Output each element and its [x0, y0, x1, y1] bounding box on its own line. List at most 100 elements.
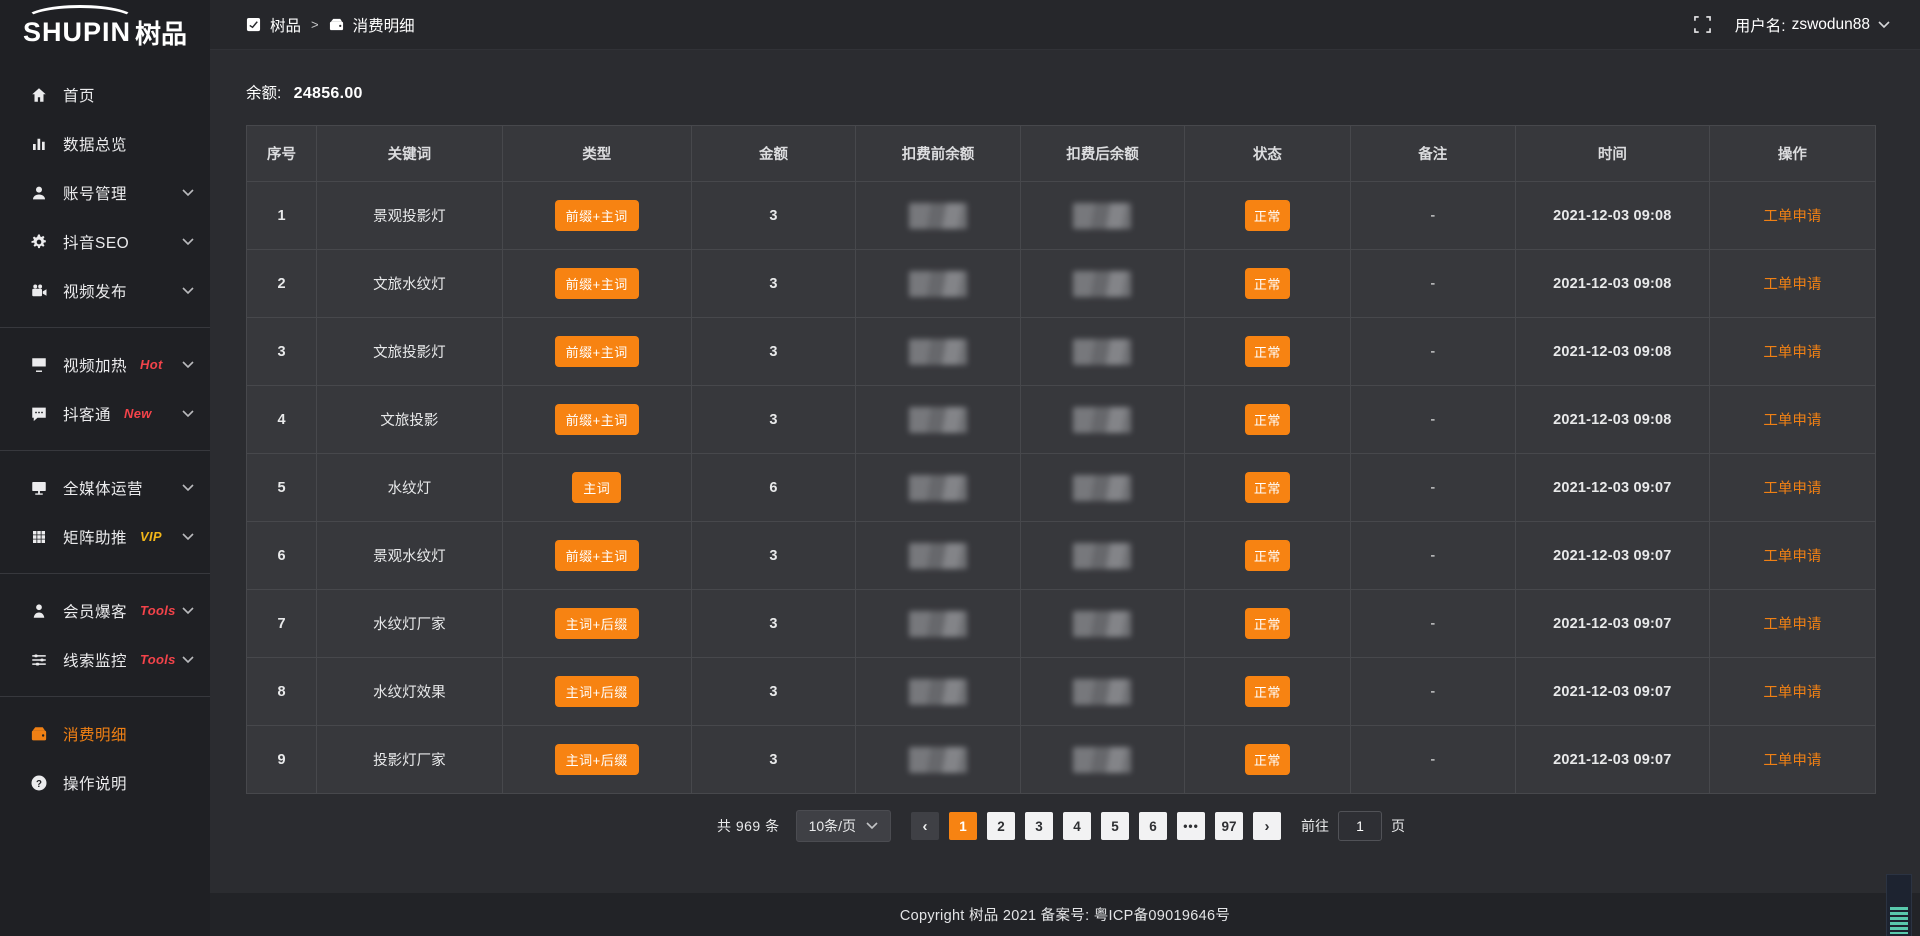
column-header: 时间 — [1514, 125, 1710, 182]
cell-index: 8 — [245, 657, 318, 726]
cell-type: 主词+后缀 — [501, 725, 692, 794]
sidebar-item-label: 视频发布 — [63, 283, 128, 301]
work-order-link[interactable]: 工单申请 — [1763, 549, 1822, 565]
breadcrumb-separator: > — [311, 17, 319, 32]
chat-bubble-icon — [29, 404, 48, 423]
cell-type: 前缀+主词 — [501, 385, 692, 454]
prev-page-button[interactable]: ‹ — [911, 812, 940, 840]
column-header: 备注 — [1349, 125, 1516, 182]
page-button-1[interactable]: 1 — [949, 812, 978, 840]
cell-balance-after — [1019, 589, 1186, 658]
sidebar-item-12[interactable]: ? 操作说明 — [0, 758, 210, 807]
redacted-balance-block — [1073, 270, 1132, 297]
cell-keyword: 水纹灯效果 — [316, 657, 503, 726]
work-order-link[interactable]: 工单申请 — [1763, 413, 1822, 429]
redacted-balance-block — [908, 678, 967, 705]
cell-keyword: 文旅投影灯 — [316, 317, 503, 386]
cell-index: 5 — [245, 453, 318, 522]
cell-remark: - — [1349, 385, 1516, 454]
table-row: 1 景观投影灯 前缀+主词 3 正常 -2021-12-03 09:08 工单申请 — [245, 181, 1877, 250]
status-badge: 正常 — [1244, 608, 1290, 639]
breadcrumb-item-current[interactable]: 消费明细 — [329, 14, 415, 36]
chevron-down-icon — [1878, 20, 1890, 29]
sidebar-item-7[interactable]: 全媒体运营 — [0, 463, 210, 512]
redacted-balance-block — [1073, 202, 1132, 229]
sidebar-item-10[interactable]: 线索监控 Tools — [0, 635, 210, 684]
page-button-3[interactable]: 3 — [1025, 812, 1054, 840]
table-row: 8 水纹灯效果 主词+后缀 3 正常 -2021-12-03 09:07 工单申请 — [245, 657, 1877, 726]
status-badge: 正常 — [1244, 676, 1290, 707]
cell-balance-after — [1019, 249, 1186, 318]
work-order-link[interactable]: 工单申请 — [1763, 277, 1822, 293]
type-badge: 主词 — [572, 472, 622, 503]
next-page-button[interactable]: › — [1253, 812, 1282, 840]
page-buttons: 1 2 3 4 5 6 ••• 97 — [949, 812, 1244, 840]
redacted-balance-block — [1073, 746, 1132, 773]
sidebar-item-3[interactable]: 抖音SEO — [0, 217, 210, 266]
goto-page-input[interactable] — [1338, 811, 1383, 841]
cell-action: 工单申请 — [1708, 589, 1877, 658]
type-badge: 主词+后缀 — [554, 608, 639, 639]
sidebar-item-9[interactable]: 会员爆客 Tools — [0, 586, 210, 635]
grid-icon — [29, 527, 48, 546]
cell-balance-before — [855, 589, 1021, 658]
more-pages-button[interactable]: ••• — [1177, 812, 1206, 840]
logo[interactable]: SHUPIN 树品 — [0, 2, 210, 62]
sidebar-item-6[interactable]: 抖客通 New — [0, 389, 210, 438]
question-icon: ? — [29, 773, 48, 792]
page-button-2[interactable]: 2 — [987, 812, 1016, 840]
work-order-link[interactable]: 工单申请 — [1763, 617, 1822, 633]
redacted-balance-block — [908, 610, 967, 637]
breadcrumb-item-home[interactable]: 树品 — [246, 14, 301, 36]
page-button-5[interactable]: 5 — [1101, 812, 1130, 840]
sidebar-item-1[interactable]: 数据总览 — [0, 119, 210, 168]
sidebar-item-0[interactable]: 首页 — [0, 70, 210, 119]
column-header: 操作 — [1708, 125, 1877, 182]
cell-keyword: 景观水纹灯 — [316, 521, 503, 590]
app-icon — [246, 17, 261, 32]
work-order-link[interactable]: 工单申请 — [1763, 481, 1822, 497]
sidebar-item-4[interactable]: 视频发布 — [0, 266, 210, 315]
redacted-balance-block — [1073, 610, 1132, 637]
fullscreen-icon[interactable] — [1693, 16, 1711, 33]
sidebar-item-5[interactable]: 视频加热 Hot — [0, 340, 210, 389]
total-count: 共 969 条 — [716, 818, 780, 834]
redacted-balance-block — [1073, 338, 1132, 365]
table-row: 7 水纹灯厂家 主词+后缀 3 正常 -2021-12-03 09:07 工单申请 — [245, 589, 1877, 658]
work-order-link[interactable]: 工单申请 — [1763, 685, 1822, 701]
page-button-4[interactable]: 4 — [1063, 812, 1092, 840]
sidebar-item-label: 数据总览 — [63, 136, 128, 154]
username-dropdown[interactable]: 用户名: zswodun88 — [1735, 14, 1890, 36]
cell-balance-before — [855, 657, 1021, 726]
page-button-97[interactable]: 97 — [1215, 812, 1244, 840]
sidebar-item-2[interactable]: 账号管理 — [0, 168, 210, 217]
username-label: 用户名: — [1734, 17, 1786, 35]
page-size-select[interactable]: 10条/页 — [795, 810, 892, 842]
cell-action: 工单申请 — [1708, 521, 1877, 590]
work-order-link[interactable]: 工单申请 — [1763, 753, 1822, 769]
sidebar-item-tag: VIP — [140, 529, 162, 544]
cell-action: 工单申请 — [1708, 725, 1877, 794]
work-order-link[interactable]: 工单申请 — [1763, 345, 1822, 361]
cell-status: 正常 — [1184, 589, 1351, 658]
sidebar-item-label: 操作说明 — [63, 775, 128, 793]
copyright-text: Copyright 树品 2021 备案号: 粤ICP备09019646号 — [899, 908, 1231, 924]
balance-row: 余额: 24856.00 — [246, 81, 1876, 103]
cell-type: 主词 — [501, 453, 692, 522]
sidebar-item-8[interactable]: 矩阵助推 VIP — [0, 512, 210, 561]
column-header: 扣费前余额 — [855, 125, 1021, 182]
perf-monitor-widget — [1886, 874, 1912, 936]
cell-status: 正常 — [1184, 657, 1351, 726]
cell-index: 7 — [245, 589, 318, 658]
cell-keyword: 投影灯厂家 — [316, 725, 503, 794]
work-order-link[interactable]: 工单申请 — [1763, 209, 1822, 225]
sidebar-item-label: 矩阵助推 — [63, 529, 128, 547]
redacted-balance-block — [908, 542, 967, 569]
main-content: 余额: 24856.00 序号 关键词 类型 金额 扣费前余额 扣费后余额 状态 备注 时间 操作… — [210, 51, 1920, 893]
page-button-6[interactable]: 6 — [1139, 812, 1168, 840]
cell-index: 9 — [245, 725, 318, 794]
cell-type: 前缀+主词 — [501, 521, 692, 590]
cell-type: 前缀+主词 — [501, 317, 692, 386]
sidebar-item-11[interactable]: 消费明细 — [0, 709, 210, 758]
